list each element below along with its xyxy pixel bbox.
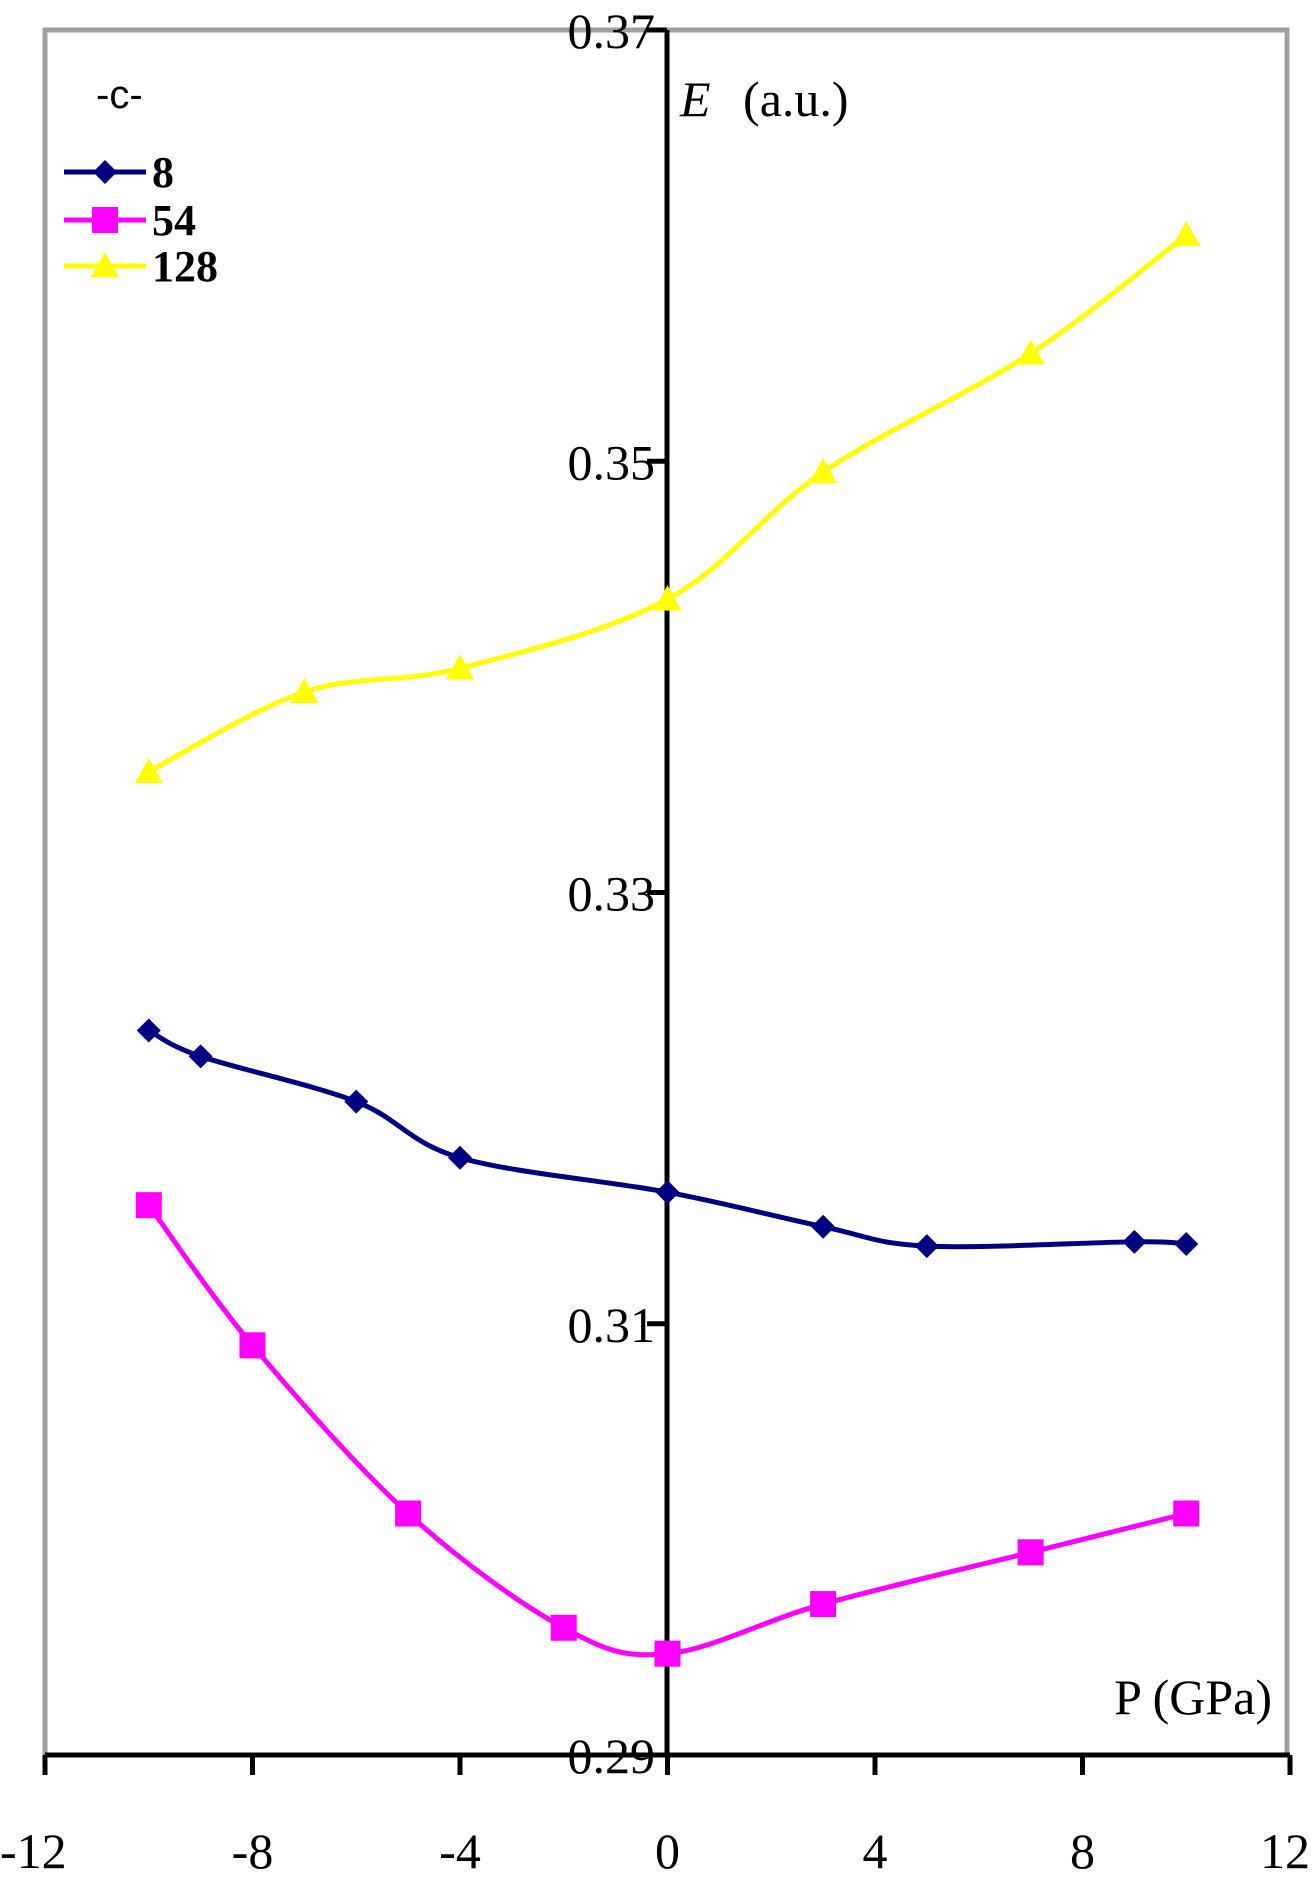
y-tick-label: 0.37 <box>568 3 656 59</box>
data-point-128 <box>290 677 319 704</box>
data-point-54 <box>654 1640 681 1667</box>
series-128 <box>134 220 1201 783</box>
data-point-128 <box>446 654 474 680</box>
data-point-54 <box>135 1192 162 1219</box>
legend-marker-8 <box>93 160 117 184</box>
y-tick-label: 0.35 <box>568 434 656 490</box>
data-point-128 <box>1016 339 1045 365</box>
data-point-54 <box>1173 1500 1200 1527</box>
data-point-8 <box>344 1089 369 1114</box>
data-point-128 <box>134 757 163 783</box>
data-point-128 <box>809 458 838 484</box>
series-layer <box>134 220 1201 1667</box>
x-tick-label: -12 <box>0 1823 67 1879</box>
legend-label-54: 54 <box>152 196 196 245</box>
data-point-54 <box>239 1332 266 1359</box>
data-point-8 <box>1122 1229 1147 1254</box>
data-point-8 <box>448 1145 472 1170</box>
data-point-8 <box>811 1214 836 1239</box>
x-tick-label: 8 <box>1070 1823 1095 1879</box>
y-axis-title-unit: (a.u.) <box>743 71 849 127</box>
data-point-8 <box>914 1234 939 1259</box>
series-line-54 <box>146 1203 1187 1658</box>
legend-label-8: 8 <box>152 148 174 197</box>
x-axis-title: P (GPa) <box>1114 1669 1272 1725</box>
data-point-54 <box>550 1614 577 1641</box>
legend-marker-128 <box>91 252 119 278</box>
series-54 <box>135 1192 1200 1667</box>
y-axis-title-symbol: E <box>679 71 711 127</box>
y-axis: 0.290.310.330.350.37 <box>568 3 670 1784</box>
data-point-8 <box>188 1044 213 1069</box>
legend-marker-54 <box>92 207 118 233</box>
series-8 <box>136 1018 1199 1259</box>
x-axis: -12 -8 -4 0 4 8 12 <box>0 1752 1310 1879</box>
data-point-54 <box>395 1500 422 1527</box>
data-point-128 <box>653 585 682 611</box>
data-point-8 <box>1174 1231 1199 1256</box>
x-tick-label: -8 <box>232 1823 274 1879</box>
y-tick-label: 0.33 <box>568 866 656 922</box>
panel-label: -c- <box>96 73 143 117</box>
data-point-54 <box>810 1591 837 1618</box>
data-point-54 <box>1017 1539 1044 1566</box>
x-tick-label: -4 <box>439 1823 481 1879</box>
x-tick-label: 4 <box>863 1823 888 1879</box>
x-tick-label: 12 <box>1260 1823 1310 1879</box>
data-point-8 <box>655 1180 680 1205</box>
x-tick-label: 0 <box>655 1823 680 1879</box>
legend-label-128: 128 <box>152 242 218 291</box>
data-point-128 <box>1172 220 1201 247</box>
data-point-8 <box>136 1018 161 1043</box>
y-axis-title: E (a.u.) <box>679 71 849 127</box>
y-tick-label: 0.31 <box>568 1297 656 1353</box>
